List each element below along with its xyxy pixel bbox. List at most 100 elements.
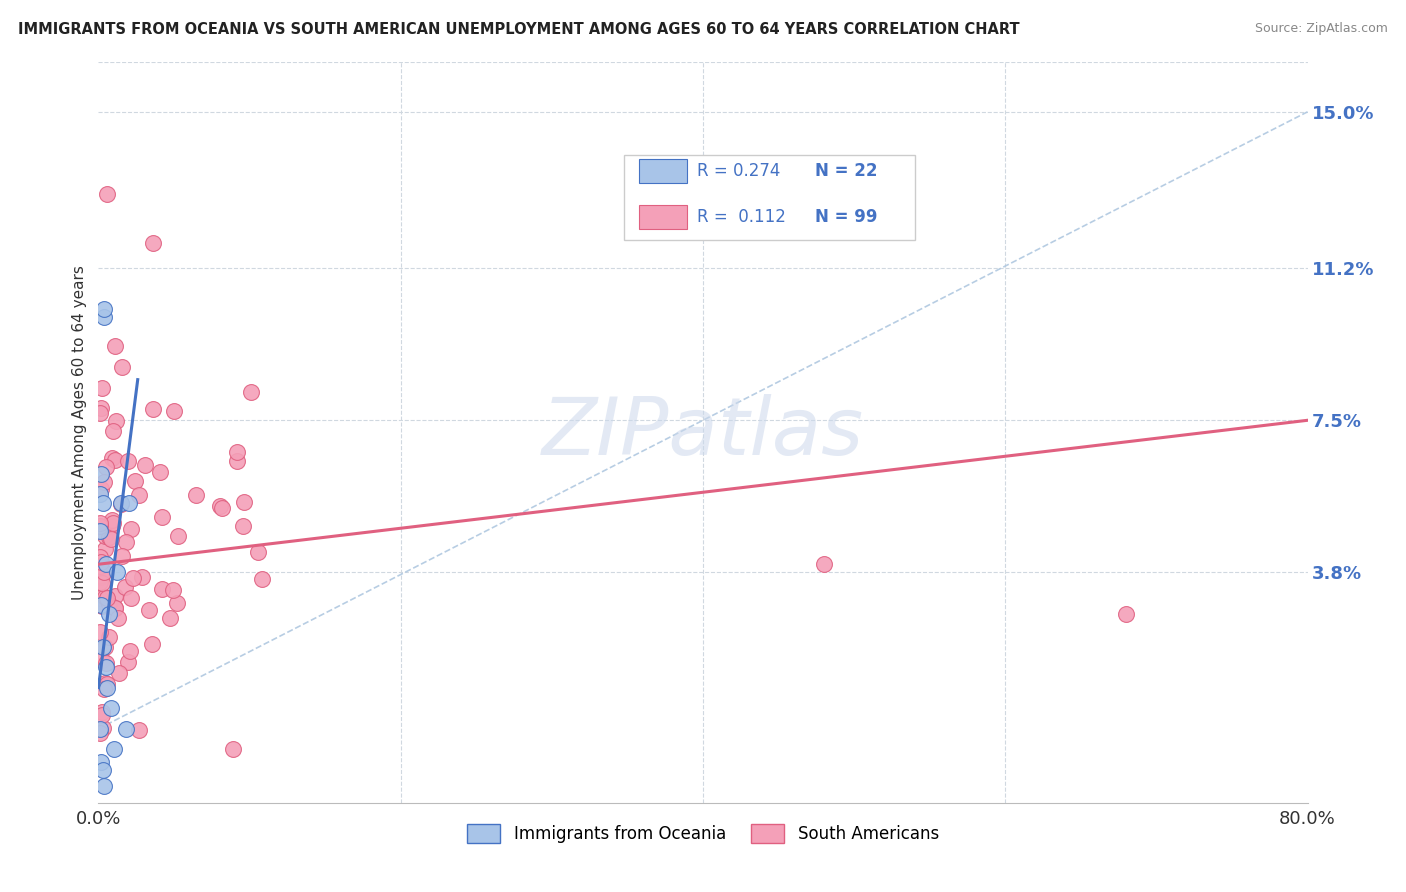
Point: [167, 529, 190, 543]
Point: [150, 510, 173, 524]
Point: [247, 545, 270, 559]
Point: [91, 722, 114, 736]
Point: [114, 722, 136, 736]
Point: [98, 607, 121, 621]
Text: Source: ZipAtlas.com: Source: ZipAtlas.com: [1254, 22, 1388, 36]
Point: [90, 555, 112, 569]
Point: [93, 565, 115, 579]
Point: [120, 522, 142, 536]
Point: [96, 187, 118, 202]
Point: [250, 573, 273, 587]
Point: [90, 570, 112, 584]
Point: [96, 591, 118, 605]
Point: [90, 381, 112, 395]
Point: [100, 532, 122, 546]
Point: [108, 666, 131, 681]
Point: [104, 453, 127, 467]
Point: [104, 414, 127, 428]
Point: [138, 602, 160, 616]
Text: R = 0.274: R = 0.274: [697, 162, 780, 180]
Point: [90, 755, 112, 769]
Text: R =  0.112: R = 0.112: [697, 208, 786, 227]
Point: [94, 529, 117, 543]
Point: [94, 640, 117, 654]
Point: [89, 722, 111, 736]
Point: [159, 611, 181, 625]
Point: [107, 611, 129, 625]
Point: [96, 656, 118, 670]
Point: [120, 591, 142, 605]
Point: [162, 404, 184, 418]
Point: [91, 708, 114, 723]
Point: [98, 597, 121, 611]
Point: [89, 549, 111, 564]
Point: [89, 726, 111, 740]
Point: [89, 559, 111, 574]
Point: [131, 570, 153, 584]
Point: [104, 589, 127, 603]
FancyBboxPatch shape: [638, 160, 688, 183]
Point: [211, 500, 233, 515]
Point: [100, 451, 122, 466]
Point: [114, 580, 136, 594]
Point: [104, 601, 127, 615]
Point: [115, 534, 138, 549]
Point: [91, 763, 114, 777]
Point: [89, 591, 111, 605]
Point: [104, 601, 127, 615]
Point: [134, 458, 156, 472]
Point: [148, 466, 170, 480]
Point: [89, 516, 111, 530]
Point: [162, 583, 184, 598]
Point: [103, 742, 125, 756]
Point: [142, 236, 165, 251]
Point: [101, 424, 124, 438]
Point: [97, 530, 120, 544]
Point: [93, 475, 115, 489]
Text: N = 99: N = 99: [815, 208, 877, 227]
FancyBboxPatch shape: [638, 205, 688, 229]
Point: [91, 495, 114, 509]
Point: [222, 742, 245, 756]
Point: [110, 495, 132, 509]
Point: [89, 575, 111, 590]
FancyBboxPatch shape: [624, 155, 915, 240]
Point: [117, 655, 139, 669]
Point: [94, 459, 117, 474]
Point: [90, 482, 112, 496]
Point: [208, 499, 231, 513]
Point: [97, 630, 120, 644]
Point: [91, 576, 114, 591]
Point: [142, 401, 165, 416]
Text: IMMIGRANTS FROM OCEANIA VS SOUTH AMERICAN UNEMPLOYMENT AMONG AGES 60 TO 64 YEARS: IMMIGRANTS FROM OCEANIA VS SOUTH AMERICA…: [18, 22, 1019, 37]
Point: [93, 676, 115, 690]
Text: ZIPatlas: ZIPatlas: [541, 393, 865, 472]
Point: [93, 780, 115, 794]
Point: [93, 541, 115, 556]
Point: [93, 302, 115, 317]
Point: [100, 701, 122, 715]
Point: [91, 652, 114, 666]
Point: [89, 524, 111, 539]
Point: [111, 359, 134, 374]
Point: [91, 599, 114, 614]
Point: [120, 644, 142, 658]
Point: [124, 474, 146, 488]
Point: [225, 454, 247, 468]
Point: [94, 660, 117, 674]
Point: [813, 558, 835, 572]
Point: [128, 487, 150, 501]
Point: [184, 488, 207, 502]
Point: [90, 569, 112, 583]
Point: [239, 384, 262, 399]
Legend: Immigrants from Oceania, South Americans: Immigrants from Oceania, South Americans: [460, 817, 946, 850]
Point: [150, 582, 173, 596]
Point: [89, 518, 111, 533]
Point: [91, 705, 114, 719]
Point: [93, 310, 115, 325]
Point: [121, 571, 143, 585]
Point: [89, 406, 111, 420]
Point: [96, 681, 118, 695]
Point: [100, 513, 122, 527]
Point: [118, 495, 141, 509]
